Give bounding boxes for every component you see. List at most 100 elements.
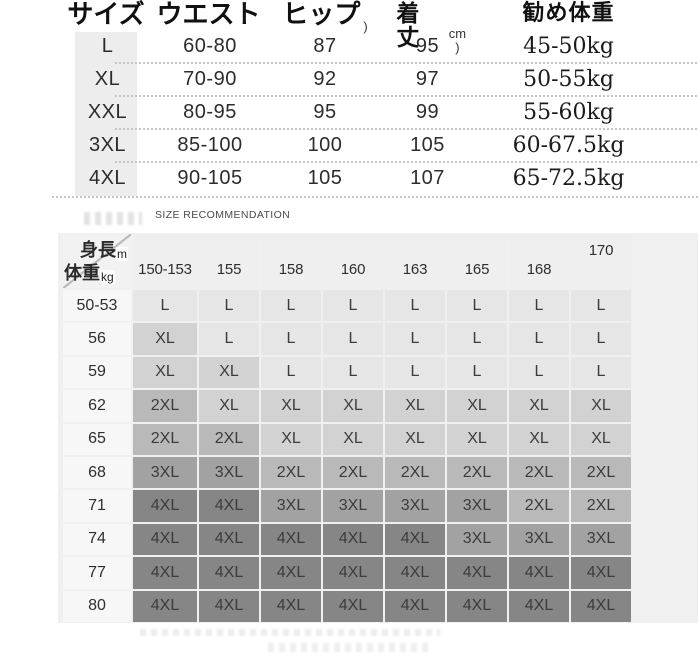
- hip-value: 100: [307, 134, 343, 156]
- size-cell: 4XL: [323, 523, 383, 556]
- measurement-row: 4XL 90-105 105 107 65-72.5kg: [60, 162, 697, 195]
- height-column-header: 168: [509, 234, 569, 288]
- size-cell: XL: [385, 390, 445, 422]
- size-cell: 4XL: [571, 557, 631, 589]
- weight-row-header: 59: [63, 356, 131, 389]
- size-cell: 4XL: [447, 590, 507, 622]
- size-cell: 4XL: [199, 523, 259, 556]
- recommendation-table: 身長m 体重kg 150-153 155 158 160 163 165 168 170 50-53…: [58, 233, 698, 623]
- size-cell: 3XL: [447, 490, 507, 522]
- hip-value: 87: [313, 35, 337, 57]
- size-cell: 2XL: [133, 390, 197, 422]
- weight-value: 65-72.5kg: [512, 166, 625, 191]
- measurement-row: 3XL 85-100 100 105 60-67.5kg: [60, 129, 697, 163]
- size-value: L: [101, 35, 114, 57]
- size-cell: 2XL: [199, 423, 259, 455]
- weight-row-header: 77: [63, 557, 131, 589]
- size-cell: 2XL: [133, 423, 197, 455]
- waist-value: 70-90: [183, 68, 237, 90]
- waist-value: 60-80: [183, 35, 237, 57]
- weight-row-header: 50-53: [63, 290, 131, 322]
- size-cell: L: [261, 356, 321, 389]
- size-cell: XL: [323, 423, 383, 455]
- size-cell: 3XL: [323, 490, 383, 522]
- size-cell: 4XL: [323, 557, 383, 589]
- size-cell: 2XL: [571, 456, 631, 489]
- height-column-header: 170: [571, 234, 631, 288]
- height-column-header: 160: [323, 234, 383, 288]
- size-cell: L: [509, 356, 569, 389]
- recommendation-title: SIZE RECOMMENDATION: [155, 209, 291, 221]
- height-column-header: 150-153: [133, 234, 197, 288]
- size-cell: XL: [571, 390, 631, 422]
- size-cell: L: [385, 323, 445, 355]
- size-cell: XL: [261, 423, 321, 455]
- weight-label: 体重kg: [64, 263, 115, 284]
- watermark: [140, 629, 440, 636]
- weight-value: 55-60kg: [523, 100, 614, 125]
- size-cell: 2XL: [385, 456, 445, 489]
- measurement-row: L 60-80 87 95 45-50kg: [60, 30, 697, 64]
- size-cell: L: [385, 290, 445, 322]
- size-cell: L: [199, 290, 259, 322]
- waist-value: 80-95: [183, 101, 237, 123]
- size-cell: 3XL: [509, 523, 569, 556]
- header-hip: ヒップ): [282, 0, 368, 34]
- size-cell: XL: [509, 390, 569, 422]
- height-column-header: 155: [199, 234, 259, 288]
- watermark: [84, 212, 142, 225]
- size-cell: 4XL: [199, 557, 259, 589]
- size-cell: 2XL: [447, 456, 507, 489]
- length-value: 99: [415, 101, 440, 123]
- weight-row-header: 71: [63, 490, 131, 522]
- weight-value: 60-67.5kg: [512, 133, 625, 158]
- size-cell: XL: [571, 423, 631, 455]
- height-column-header: 158: [261, 234, 321, 288]
- measurement-table: サイズ ウエスト ヒップ) 着丈 cm ) 勧め体重 L 60-80 87 95 …: [60, 0, 697, 196]
- size-cell: 4XL: [323, 590, 383, 622]
- size-cell: 3XL: [199, 456, 259, 489]
- size-cell: XL: [509, 423, 569, 455]
- length-value: 107: [410, 167, 445, 189]
- size-value: 3XL: [88, 134, 127, 156]
- measurement-row: XL 70-90 92 97 50-55kg: [60, 63, 697, 97]
- size-cell: 4XL: [133, 490, 197, 522]
- header-length: 着丈 cm ): [396, 0, 467, 55]
- size-cell: 4XL: [385, 590, 445, 622]
- size-cell: XL: [133, 356, 197, 389]
- hip-value: 105: [307, 167, 343, 189]
- size-cell: 4XL: [509, 557, 569, 589]
- size-cell: 4XL: [261, 557, 321, 589]
- size-cell: L: [447, 290, 507, 322]
- weight-row-header: 80: [63, 590, 131, 622]
- size-cell: 4XL: [261, 590, 321, 622]
- size-cell: XL: [133, 323, 197, 355]
- size-cell: 3XL: [385, 490, 445, 522]
- size-cell: XL: [447, 423, 507, 455]
- size-cell: L: [261, 290, 321, 322]
- waist-value: 85-100: [177, 134, 243, 156]
- size-cell: L: [323, 323, 383, 355]
- size-cell: 2XL: [323, 456, 383, 489]
- size-value: 4XL: [88, 167, 127, 189]
- height-label: 身長m: [80, 240, 128, 261]
- section-divider: [52, 196, 698, 198]
- header-recommended-weight: 勧め体重: [522, 0, 615, 26]
- size-cell: L: [323, 356, 383, 389]
- size-cell: 4XL: [509, 590, 569, 622]
- weight-row-header: 65: [63, 423, 131, 455]
- corner-cell: 身長m 体重kg: [63, 234, 131, 288]
- size-cell: 2XL: [571, 490, 631, 522]
- length-value: 97: [415, 68, 440, 90]
- size-cell: 4XL: [261, 523, 321, 556]
- size-cell: 4XL: [133, 523, 197, 556]
- size-cell: 3XL: [447, 523, 507, 556]
- height-column-header: 163: [385, 234, 445, 288]
- length-value: 95: [415, 35, 440, 57]
- size-cell: 3XL: [261, 490, 321, 522]
- measurement-header-row: サイズ ウエスト ヒップ) 着丈 cm ) 勧め体重: [60, 0, 697, 54]
- size-cell: 4XL: [133, 590, 197, 622]
- size-cell: 4XL: [385, 557, 445, 589]
- size-cell: XL: [199, 390, 259, 422]
- measurement-row: XXL 80-95 95 99 55-60kg: [60, 96, 697, 130]
